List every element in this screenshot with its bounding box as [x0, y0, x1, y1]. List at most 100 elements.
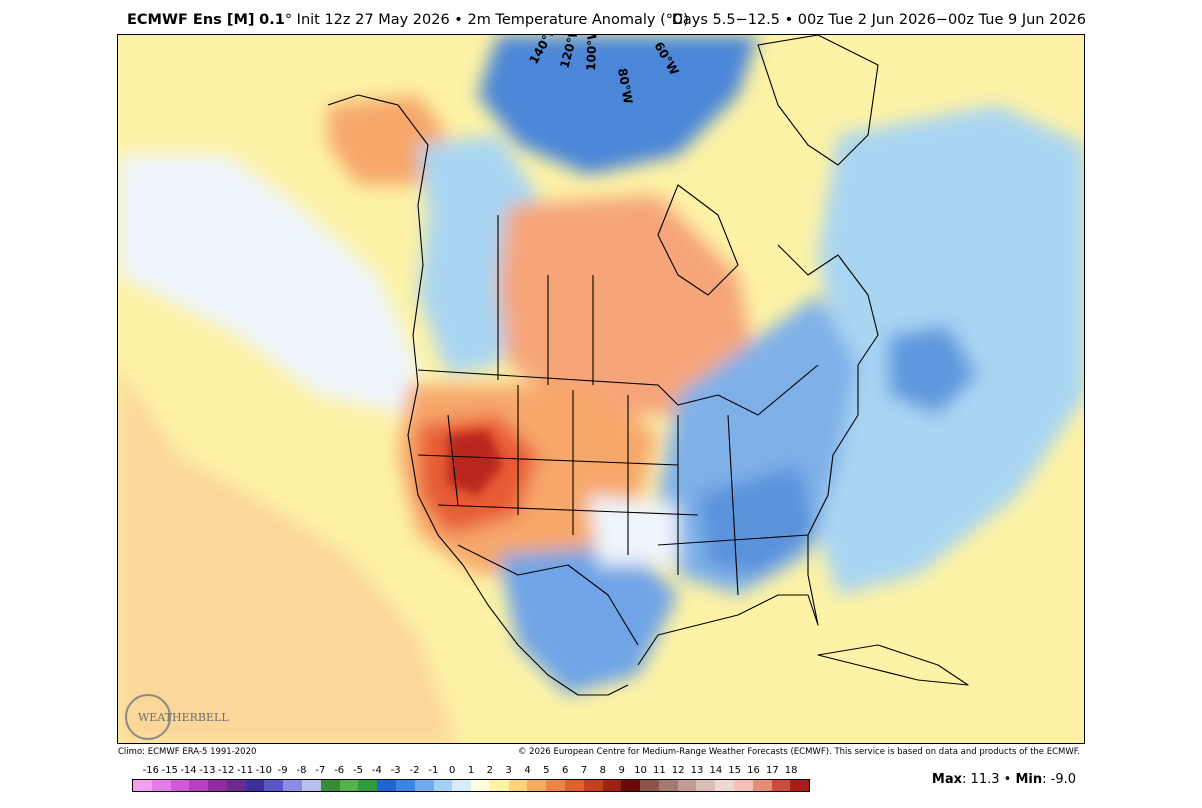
us-mexico-border — [457, 544, 639, 646]
colorbar-swatch — [771, 780, 791, 791]
forecast-period: Days 5.5−12.5 • 00z Tue 2 Jun 2026−00z T… — [671, 12, 1086, 28]
colorbar-swatch — [170, 780, 190, 791]
state-border — [657, 534, 809, 546]
colorbar-swatch — [621, 780, 641, 791]
climatology-credit: Climo: ECMWF ERA-5 1991-2020 — [118, 747, 257, 757]
colorbar-tick-label: 10 — [634, 765, 647, 776]
colorbar-tick-label: -5 — [353, 765, 363, 776]
colorbar-tick-label: 17 — [765, 765, 779, 776]
southern-plains-neutral — [588, 495, 678, 565]
colorbar-tick-label: -2 — [409, 765, 420, 776]
state-border — [447, 414, 459, 506]
colorbar-tick-label: 18 — [784, 765, 798, 776]
colorbar-swatch — [658, 780, 678, 791]
degree-sign: ° — [284, 12, 293, 28]
colorbar-swatch — [527, 780, 547, 791]
colorbar-tick-label: 9 — [618, 765, 625, 776]
colorbar-tick-label: 2 — [486, 765, 494, 776]
colorbar-swatch — [283, 780, 303, 791]
political-boundaries — [327, 35, 969, 696]
stats-bullet: • — [1003, 772, 1012, 787]
colorbar-swatch — [677, 780, 697, 791]
colorbar-swatch — [245, 780, 265, 791]
colorbar-tick-label: -8 — [296, 765, 307, 776]
logo-text: WEATHERBELL — [138, 711, 229, 724]
colorbar-tick-label: 0 — [448, 765, 456, 776]
central-canada-warm — [498, 195, 758, 415]
ecmwf-copyright: © 2026 European Centre for Medium-Range … — [517, 747, 1080, 757]
model-name: ECMWF Ens [M] — [127, 12, 255, 28]
colorbar-tick-label: 4 — [524, 765, 531, 776]
colorbar-swatch — [734, 780, 753, 791]
longitude-label: 80°W — [615, 67, 635, 105]
alaska-warm-anomaly — [328, 95, 448, 185]
colorbar-swatch — [189, 780, 209, 791]
colorbar-tick-label: -3 — [390, 765, 401, 776]
longitude-label: 100°W — [584, 35, 600, 71]
colorbar-swatch — [471, 780, 490, 791]
colorbar-swatch — [752, 780, 772, 791]
colorbar-swatch — [564, 780, 584, 791]
hot-core-anomaly — [448, 430, 503, 495]
canada-us-border — [417, 364, 819, 416]
north-pacific-neutral — [118, 155, 418, 415]
colorbar-swatch — [395, 780, 415, 791]
colorbar-tick-label: 15 — [728, 765, 742, 776]
chart-title: ECMWF Ens [M] 0.1° Init 12z 27 May 2026 … — [127, 12, 689, 28]
state-border — [417, 454, 679, 466]
init-time: Init 12z 27 May 2026 — [296, 12, 450, 28]
colorbar-swatch — [790, 780, 810, 791]
anomaly-map: 140°W 120°W 100°W 80°W 60°W WEATHERBELL — [117, 34, 1085, 744]
colorbar-swatch — [452, 780, 472, 791]
east-coastline — [637, 244, 879, 666]
colorbar-swatch — [546, 780, 565, 791]
colorbar-tick-label: 13 — [690, 765, 704, 776]
min-label: Min — [1015, 772, 1043, 787]
greenland-coastline — [757, 35, 879, 166]
mexico-cool-anomaly — [498, 545, 678, 695]
colorbar-swatch — [358, 780, 378, 791]
colorbar-swatch — [320, 780, 340, 791]
hudson-bay-shore — [657, 184, 739, 296]
colorbar-swatch — [433, 780, 453, 791]
colorbar-swatch — [696, 780, 716, 791]
colorbar-tick-label: -14 — [180, 765, 197, 776]
colorbar-tick-label: -11 — [236, 765, 254, 776]
colorbar-tick-label: 12 — [671, 765, 685, 776]
colorbar-swatch — [489, 780, 509, 791]
cuba-coastline — [817, 644, 969, 686]
colorbar-labels: -16 -15 -14 -13 -12 -11 -10 -9 -8 -7 -6 -5 -4 -3 -2 -1 0… — [132, 765, 810, 777]
colorbar-tick-label: -12 — [217, 765, 235, 776]
colorbar-tick-label: 14 — [709, 765, 723, 776]
title-bullet: • — [454, 12, 463, 28]
logo-emblem — [125, 694, 171, 740]
max-value: : 11.3 — [962, 772, 1000, 787]
colorbar-swatch — [414, 780, 434, 791]
colorbar-tick-label: 8 — [599, 765, 607, 776]
colorbar-tick-label: -15 — [161, 765, 178, 776]
max-label: Max — [931, 772, 963, 787]
pacific-warm-anomaly — [118, 365, 458, 743]
colorbar — [132, 779, 810, 792]
arctic-cool-anomaly — [478, 35, 758, 175]
colorbar-tick-label: -13 — [199, 765, 216, 776]
colorbar-swatch — [339, 780, 359, 791]
colorbar-swatch — [302, 780, 321, 791]
min-value: : -9.0 — [1042, 772, 1076, 787]
anomaly-fields — [118, 35, 1084, 743]
field-name: 2m Temperature Anomaly (°C) — [467, 12, 689, 28]
southeast-cool-core — [698, 465, 818, 575]
colorbar-swatch — [640, 780, 659, 791]
colorbar-tick-label: 11 — [652, 765, 666, 776]
weatherbell-logo: WEATHERBELL — [125, 694, 229, 740]
state-border — [727, 414, 739, 596]
colorbar-swatch — [133, 780, 152, 791]
colorbar-swatch — [151, 780, 171, 791]
colorbar-tick-label: -10 — [255, 765, 272, 776]
west-coastline — [327, 94, 629, 696]
colorbar-swatch — [583, 780, 603, 791]
colorbar-tick-label: 1 — [467, 765, 475, 776]
max-min-readout: Max: 11.3 • Min: -9.0 — [932, 772, 1076, 787]
colorbar-swatch — [377, 780, 396, 791]
colorbar-swatch — [715, 780, 734, 791]
